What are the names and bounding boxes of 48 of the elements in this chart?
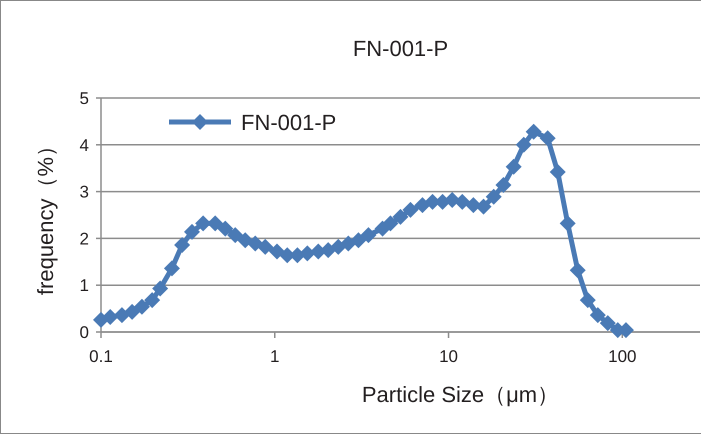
point [124,304,140,320]
point [486,188,502,205]
point [495,177,512,194]
y-tick-label: 0 [80,323,89,342]
point [237,232,254,248]
point [184,224,200,240]
y-tick-label: 4 [80,136,89,155]
point [402,202,418,218]
point [247,236,264,252]
point [227,227,244,244]
y-tick-label: 2 [80,229,89,248]
point [560,215,576,232]
point [454,194,470,210]
point [350,232,366,248]
point [257,238,274,255]
point [414,197,430,214]
point [144,292,160,308]
y-axis-title: frequency（%） [33,134,58,296]
y-tick-label: 1 [80,276,89,296]
point [299,245,316,262]
point [340,236,356,252]
point [114,307,130,324]
x-tick-label: 0.1 [89,347,113,366]
point [590,307,606,324]
point [330,238,346,255]
point [217,220,234,237]
x-axis-title: Particle Size（μm） [362,382,560,407]
point [392,208,408,225]
point [360,227,376,244]
point [476,198,492,215]
point [570,262,586,278]
point [268,244,285,260]
y-tick-label: 5 [80,89,89,108]
point [134,298,150,315]
point [580,292,596,308]
point [382,215,398,232]
x-tick-label: 1 [270,347,280,366]
point [174,236,190,253]
point [164,260,180,276]
point [102,309,118,326]
x-tick-label: 10 [439,347,458,366]
point [600,315,616,332]
legend-label: FN-001-P [241,110,336,135]
point [516,136,532,153]
x-tick-label: 100 [608,347,636,366]
y-tick-label: 3 [80,182,89,202]
point [506,158,522,175]
chart-title: FN-001-P [352,36,448,61]
